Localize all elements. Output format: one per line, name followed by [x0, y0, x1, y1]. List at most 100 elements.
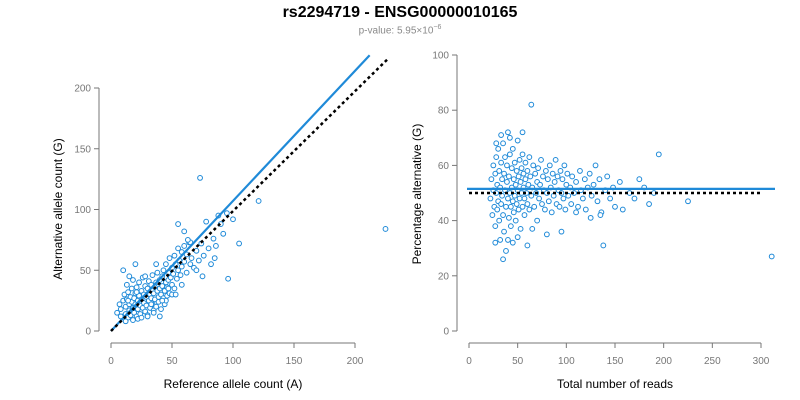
right-data-point	[492, 170, 499, 177]
left-y-tick-label: 50	[80, 266, 92, 277]
left-data-point	[188, 255, 195, 262]
right-data-point	[538, 156, 544, 163]
right-data-point	[569, 173, 576, 180]
left-data-point	[178, 263, 185, 270]
right-x-tick-label: 100	[558, 356, 575, 367]
right-data-point	[590, 181, 597, 188]
left-data-point	[153, 261, 160, 268]
right-data-point	[612, 203, 618, 210]
right-data-point	[513, 168, 520, 174]
left-data-point	[159, 297, 166, 304]
right-data-point	[579, 195, 586, 202]
right-data-point	[519, 203, 526, 210]
right-data-point	[536, 195, 542, 202]
right-data-point	[554, 173, 561, 180]
left-data-point	[211, 255, 218, 262]
right-data-point	[499, 176, 505, 183]
right-data-point	[549, 170, 556, 177]
left-data-point	[195, 257, 202, 264]
left-data-point	[160, 267, 167, 274]
left-data-point	[142, 273, 149, 280]
left-data-point	[136, 279, 142, 286]
left-data-point	[175, 245, 182, 252]
left-data-point	[144, 313, 151, 320]
left-data-point	[148, 301, 155, 308]
right-data-point	[493, 140, 500, 147]
right-data-point	[515, 206, 522, 213]
p-value-prefix: p-value:	[358, 25, 397, 37]
right-data-point	[594, 198, 601, 205]
right-data-point	[525, 181, 532, 188]
right-data-point	[587, 214, 594, 221]
right-data-point	[513, 201, 520, 207]
right-data-point	[548, 209, 555, 216]
right-x-tick-label: 200	[655, 356, 672, 367]
left-data-point	[149, 272, 156, 279]
left-y-tick-label: 200	[74, 84, 91, 95]
allele-count-scatter-plot: 0 50 100 150 200 0 50 100 150 200 Reference alle…	[51, 54, 391, 391]
right-data-point	[526, 154, 533, 161]
left-data-point	[123, 281, 130, 288]
left-data-point	[122, 318, 129, 325]
right-y-tick-label: 20	[438, 271, 450, 282]
left-x-tick-label: 50	[166, 356, 178, 367]
left-reference-line	[110, 56, 391, 332]
left-x-tick-label: 100	[225, 356, 242, 367]
left-data-point	[114, 309, 120, 316]
right-x-tick-label: 250	[704, 356, 721, 367]
right-data-point	[532, 170, 539, 177]
left-data-point	[181, 258, 188, 265]
left-data-point	[128, 285, 135, 292]
right-x-axis-title: Total number of reads	[557, 377, 673, 391]
right-data-point	[501, 170, 507, 177]
left-data-point	[203, 218, 210, 225]
right-data-point	[517, 225, 524, 232]
right-data-point	[514, 137, 521, 144]
left-data-point	[177, 272, 184, 279]
right-data-point	[539, 201, 545, 207]
right-data-point	[518, 165, 525, 172]
right-data-point	[521, 195, 528, 202]
right-data-point	[563, 181, 570, 188]
right-data-point	[526, 206, 533, 213]
right-data-point	[631, 195, 638, 202]
right-data-point	[519, 151, 526, 158]
right-data-point	[768, 253, 775, 260]
right-y-tick-label: 100	[432, 51, 449, 62]
right-data-point	[592, 162, 599, 169]
right-x-tick-label: 0	[466, 356, 472, 367]
right-data-point	[619, 206, 626, 213]
right-data-point	[520, 170, 527, 177]
right-data-point	[497, 237, 504, 243]
right-data-point	[500, 256, 506, 263]
left-data-point	[197, 175, 203, 181]
right-data-point	[616, 179, 623, 185]
right-data-point	[512, 217, 519, 224]
right-data-point	[556, 203, 563, 210]
right-data-point	[543, 231, 550, 238]
right-data-point	[655, 151, 662, 158]
left-data-point	[156, 313, 163, 320]
right-data-point	[507, 203, 514, 210]
right-y-axis-title: Percentage alternative (G)	[410, 124, 424, 265]
right-data-point	[577, 168, 583, 174]
left-data-point	[210, 235, 217, 242]
left-data-point	[175, 267, 182, 274]
right-x-tick-label: 50	[512, 356, 524, 367]
left-data-point	[382, 226, 389, 232]
left-data-point	[183, 269, 190, 276]
left-data-point	[117, 313, 124, 320]
right-data-point	[506, 173, 512, 180]
right-data-point	[488, 176, 495, 183]
right-data-point	[496, 217, 503, 224]
right-data-point	[546, 162, 553, 169]
left-data-point	[133, 284, 140, 291]
right-data-point	[487, 195, 494, 202]
left-data-point	[165, 285, 172, 292]
right-data-point	[509, 198, 516, 205]
left-data-point	[225, 275, 232, 282]
right-data-point	[540, 173, 546, 180]
right-data-point	[530, 162, 537, 169]
right-data-point	[498, 132, 505, 138]
right-data-point	[535, 165, 542, 172]
